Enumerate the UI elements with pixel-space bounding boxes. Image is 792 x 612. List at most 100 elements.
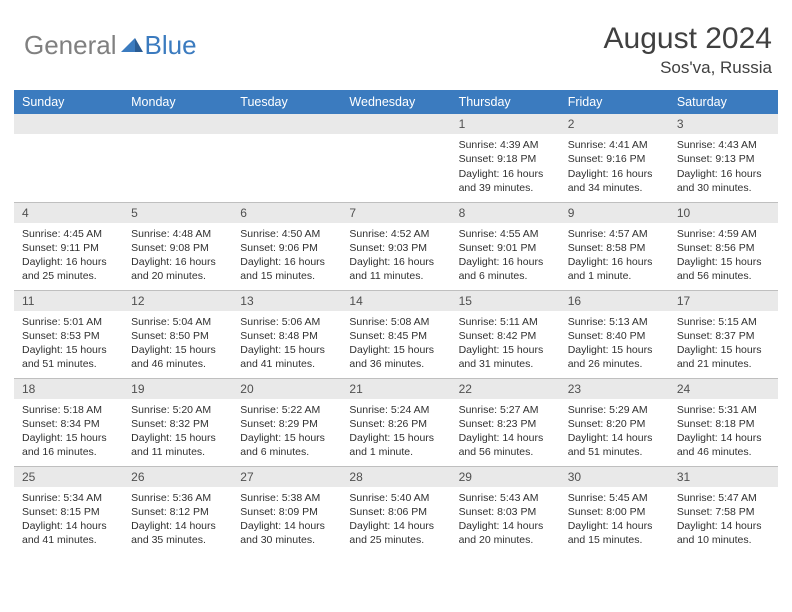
sunset-line: Sunset: 8:23 PM	[459, 417, 552, 431]
empty-day-header	[341, 114, 450, 134]
day-number: 28	[341, 467, 450, 487]
daylight-line: Daylight: 16 hours and 30 minutes.	[677, 167, 770, 195]
sunrise-line: Sunrise: 5:08 AM	[349, 315, 442, 329]
day-body: Sunrise: 4:57 AMSunset: 8:58 PMDaylight:…	[560, 225, 669, 288]
day-number: 23	[560, 379, 669, 399]
location: Sos'va, Russia	[604, 58, 772, 78]
day-body: Sunrise: 5:29 AMSunset: 8:20 PMDaylight:…	[560, 401, 669, 464]
sunset-line: Sunset: 8:58 PM	[568, 241, 661, 255]
day-number: 21	[341, 379, 450, 399]
sunrise-line: Sunrise: 5:18 AM	[22, 403, 115, 417]
calendar-day-cell: 12Sunrise: 5:04 AMSunset: 8:50 PMDayligh…	[123, 290, 232, 378]
daylight-line: Daylight: 14 hours and 46 minutes.	[677, 431, 770, 459]
calendar-day-cell: 23Sunrise: 5:29 AMSunset: 8:20 PMDayligh…	[560, 378, 669, 466]
daylight-line: Daylight: 16 hours and 25 minutes.	[22, 255, 115, 283]
calendar-day-cell: 18Sunrise: 5:18 AMSunset: 8:34 PMDayligh…	[14, 378, 123, 466]
sunrise-line: Sunrise: 4:55 AM	[459, 227, 552, 241]
day-body: Sunrise: 4:45 AMSunset: 9:11 PMDaylight:…	[14, 225, 123, 288]
daylight-line: Daylight: 15 hours and 51 minutes.	[22, 343, 115, 371]
calendar-week-row: 25Sunrise: 5:34 AMSunset: 8:15 PMDayligh…	[14, 466, 778, 554]
empty-day-header	[14, 114, 123, 134]
day-number: 29	[451, 467, 560, 487]
sunset-line: Sunset: 8:56 PM	[677, 241, 770, 255]
sunrise-line: Sunrise: 4:50 AM	[240, 227, 333, 241]
sunset-line: Sunset: 8:37 PM	[677, 329, 770, 343]
day-number: 15	[451, 291, 560, 311]
calendar-week-row: 18Sunrise: 5:18 AMSunset: 8:34 PMDayligh…	[14, 378, 778, 466]
daylight-line: Daylight: 16 hours and 6 minutes.	[459, 255, 552, 283]
day-header: Sunday	[14, 90, 123, 114]
daylight-line: Daylight: 15 hours and 6 minutes.	[240, 431, 333, 459]
daylight-line: Daylight: 15 hours and 36 minutes.	[349, 343, 442, 371]
calendar-day-cell: 1Sunrise: 4:39 AMSunset: 9:18 PMDaylight…	[451, 114, 560, 202]
sunset-line: Sunset: 8:03 PM	[459, 505, 552, 519]
day-body: Sunrise: 5:18 AMSunset: 8:34 PMDaylight:…	[14, 401, 123, 464]
calendar-day-cell: 27Sunrise: 5:38 AMSunset: 8:09 PMDayligh…	[232, 466, 341, 554]
calendar-day-cell: 29Sunrise: 5:43 AMSunset: 8:03 PMDayligh…	[451, 466, 560, 554]
day-header-row: Sunday Monday Tuesday Wednesday Thursday…	[14, 90, 778, 114]
day-body: Sunrise: 5:13 AMSunset: 8:40 PMDaylight:…	[560, 313, 669, 376]
day-number: 3	[669, 114, 778, 134]
sunset-line: Sunset: 9:16 PM	[568, 152, 661, 166]
day-body: Sunrise: 5:20 AMSunset: 8:32 PMDaylight:…	[123, 401, 232, 464]
sunset-line: Sunset: 7:58 PM	[677, 505, 770, 519]
daylight-line: Daylight: 14 hours and 41 minutes.	[22, 519, 115, 547]
logo-text-1: General	[24, 30, 117, 61]
sunset-line: Sunset: 8:29 PM	[240, 417, 333, 431]
sunset-line: Sunset: 9:06 PM	[240, 241, 333, 255]
sunrise-line: Sunrise: 5:40 AM	[349, 491, 442, 505]
sunset-line: Sunset: 8:12 PM	[131, 505, 224, 519]
day-number: 6	[232, 203, 341, 223]
day-number: 26	[123, 467, 232, 487]
month-title: August 2024	[604, 22, 772, 56]
calendar-page: General Blue August 2024 Sos'va, Russia …	[0, 0, 792, 554]
sunset-line: Sunset: 9:01 PM	[459, 241, 552, 255]
sunset-line: Sunset: 8:42 PM	[459, 329, 552, 343]
empty-day-header	[123, 114, 232, 134]
sunrise-line: Sunrise: 5:20 AM	[131, 403, 224, 417]
sunset-line: Sunset: 8:34 PM	[22, 417, 115, 431]
sunrise-line: Sunrise: 5:38 AM	[240, 491, 333, 505]
calendar-day-cell: 17Sunrise: 5:15 AMSunset: 8:37 PMDayligh…	[669, 290, 778, 378]
daylight-line: Daylight: 14 hours and 51 minutes.	[568, 431, 661, 459]
sunrise-line: Sunrise: 5:22 AM	[240, 403, 333, 417]
calendar-day-cell: 9Sunrise: 4:57 AMSunset: 8:58 PMDaylight…	[560, 202, 669, 290]
calendar-day-cell: 20Sunrise: 5:22 AMSunset: 8:29 PMDayligh…	[232, 378, 341, 466]
sunset-line: Sunset: 9:08 PM	[131, 241, 224, 255]
daylight-line: Daylight: 15 hours and 31 minutes.	[459, 343, 552, 371]
calendar-day-cell: 24Sunrise: 5:31 AMSunset: 8:18 PMDayligh…	[669, 378, 778, 466]
sunset-line: Sunset: 8:32 PM	[131, 417, 224, 431]
day-body: Sunrise: 5:27 AMSunset: 8:23 PMDaylight:…	[451, 401, 560, 464]
calendar-day-cell: 21Sunrise: 5:24 AMSunset: 8:26 PMDayligh…	[341, 378, 450, 466]
day-number: 22	[451, 379, 560, 399]
daylight-line: Daylight: 15 hours and 46 minutes.	[131, 343, 224, 371]
calendar-day-cell: 10Sunrise: 4:59 AMSunset: 8:56 PMDayligh…	[669, 202, 778, 290]
daylight-line: Daylight: 16 hours and 20 minutes.	[131, 255, 224, 283]
calendar-day-cell: 8Sunrise: 4:55 AMSunset: 9:01 PMDaylight…	[451, 202, 560, 290]
sunrise-line: Sunrise: 5:34 AM	[22, 491, 115, 505]
day-header: Thursday	[451, 90, 560, 114]
calendar-day-cell: 4Sunrise: 4:45 AMSunset: 9:11 PMDaylight…	[14, 202, 123, 290]
day-body: Sunrise: 5:36 AMSunset: 8:12 PMDaylight:…	[123, 489, 232, 552]
sunrise-line: Sunrise: 5:11 AM	[459, 315, 552, 329]
day-body: Sunrise: 4:59 AMSunset: 8:56 PMDaylight:…	[669, 225, 778, 288]
sunrise-line: Sunrise: 5:31 AM	[677, 403, 770, 417]
day-body: Sunrise: 5:45 AMSunset: 8:00 PMDaylight:…	[560, 489, 669, 552]
sunrise-line: Sunrise: 5:45 AM	[568, 491, 661, 505]
daylight-line: Daylight: 14 hours and 56 minutes.	[459, 431, 552, 459]
day-body: Sunrise: 4:50 AMSunset: 9:06 PMDaylight:…	[232, 225, 341, 288]
calendar-day-cell	[123, 114, 232, 202]
day-body: Sunrise: 5:04 AMSunset: 8:50 PMDaylight:…	[123, 313, 232, 376]
day-body: Sunrise: 5:08 AMSunset: 8:45 PMDaylight:…	[341, 313, 450, 376]
daylight-line: Daylight: 14 hours and 30 minutes.	[240, 519, 333, 547]
calendar-day-cell: 19Sunrise: 5:20 AMSunset: 8:32 PMDayligh…	[123, 378, 232, 466]
day-body: Sunrise: 5:24 AMSunset: 8:26 PMDaylight:…	[341, 401, 450, 464]
day-body: Sunrise: 5:06 AMSunset: 8:48 PMDaylight:…	[232, 313, 341, 376]
daylight-line: Daylight: 14 hours and 35 minutes.	[131, 519, 224, 547]
day-number: 16	[560, 291, 669, 311]
daylight-line: Daylight: 14 hours and 20 minutes.	[459, 519, 552, 547]
day-number: 9	[560, 203, 669, 223]
calendar-day-cell: 16Sunrise: 5:13 AMSunset: 8:40 PMDayligh…	[560, 290, 669, 378]
empty-day-header	[232, 114, 341, 134]
sunset-line: Sunset: 8:45 PM	[349, 329, 442, 343]
